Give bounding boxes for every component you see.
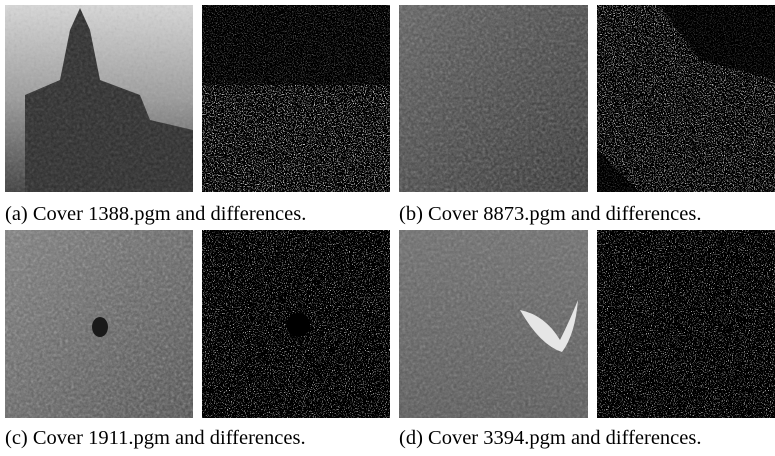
cover-image — [399, 230, 588, 418]
figure: (a) Cover 1388.pgm and differences. (b) … — [0, 0, 775, 456]
page: {"figure": {"panels": [ {"caption": "(a)… — [0, 0, 775, 456]
difference-image — [202, 5, 390, 192]
difference-image — [597, 5, 775, 192]
caption: (b) Cover 8873.pgm and differences. — [399, 203, 701, 225]
caption: (c) Cover 1911.pgm and differences. — [5, 427, 306, 449]
difference-image — [202, 230, 390, 418]
cover-image — [5, 230, 193, 418]
cover-image — [5, 5, 193, 192]
caption: (d) Cover 3394.pgm and differences. — [399, 427, 701, 449]
difference-image — [597, 230, 775, 418]
caption: (a) Cover 1388.pgm and differences. — [5, 203, 306, 225]
cover-image — [399, 5, 588, 192]
